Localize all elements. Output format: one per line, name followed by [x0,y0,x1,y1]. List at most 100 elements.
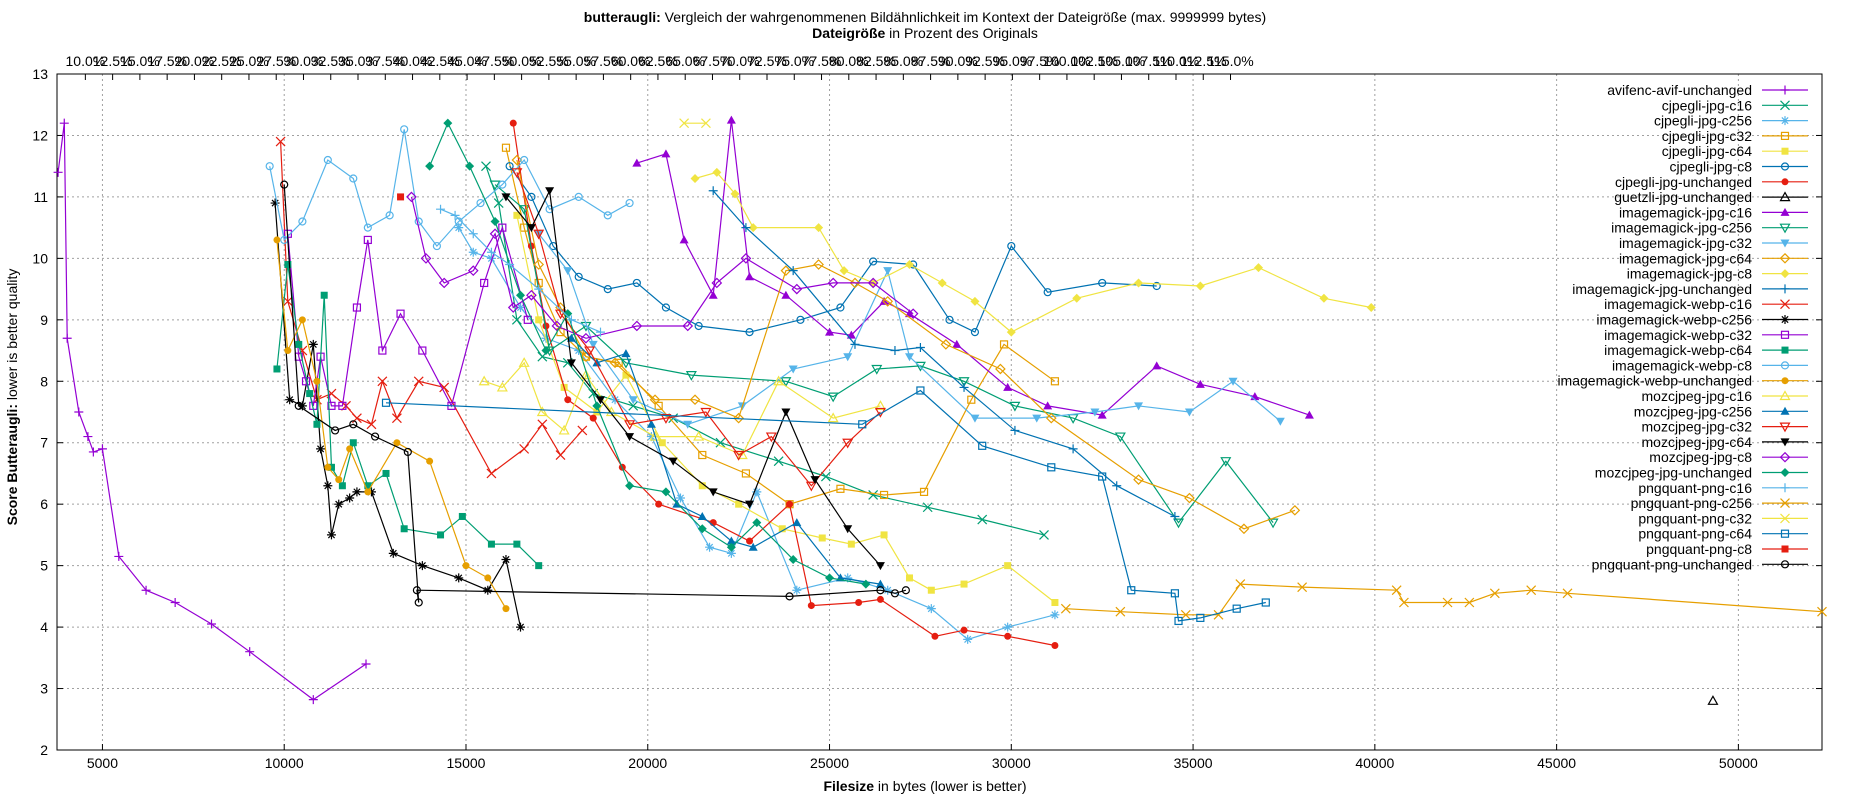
data-point [265,162,274,171]
data-point [1133,474,1144,485]
x2-tick-label: 35.0% [338,53,378,69]
data-point [450,210,460,220]
data-point [726,548,736,558]
data-point [393,439,401,447]
data-point [927,586,935,594]
data-point [1184,408,1194,417]
data-point [1004,632,1012,640]
data-point [726,115,736,124]
data-point [535,316,543,324]
legend-entry: mozcjpeg-jpg-c32 [1642,419,1808,435]
data-point [581,352,591,361]
series-line [570,337,881,585]
series-mozcjpeg-jpg-c16 [478,357,886,460]
legend-entry: cjpegli-jpg-c32 [1662,128,1808,144]
data-point [668,457,678,466]
data-point [1032,414,1042,423]
data-point [1817,606,1827,617]
data-point [661,487,671,497]
data-point [490,216,500,226]
data-point [331,426,340,435]
legend-entry: cjpegli-jpg-unchanged [1615,174,1808,190]
data-point [542,322,550,330]
data-point [827,392,839,403]
data-point [1399,597,1409,608]
legend-marker [1780,498,1790,509]
series-line [694,171,1372,333]
data-point [364,482,372,490]
data-point [814,223,824,233]
data-point [745,500,755,509]
data-point [1489,588,1500,599]
data-point [338,401,347,410]
data-point [454,223,464,233]
data-point [306,390,314,398]
x-tick-label: 5000 [87,755,118,771]
series-imagemagick-webp-c256 [270,198,526,632]
data-point [694,321,703,331]
data-point [649,430,661,441]
data-point [977,514,988,525]
series-pngquant-png-c16 [436,204,605,337]
data-point [74,407,84,417]
data-point [400,525,408,533]
data-point [620,358,632,369]
legend-entry: imagemagick-jpg-c8 [1627,266,1808,282]
data-point [890,346,900,356]
series-line [484,361,881,456]
series-layer [53,115,1827,705]
data-point [726,542,736,552]
series-pngquant-png-unchanged [280,180,910,607]
data-point [689,394,701,406]
y-tick-label: 9 [40,312,48,328]
data-point [679,235,689,244]
data-point [675,493,685,503]
data-point [711,277,723,289]
data-point [316,444,326,454]
data-point [609,357,621,369]
data-point [792,518,802,527]
data-point [883,585,893,595]
data-point [690,173,700,183]
data-point [1098,472,1107,481]
legend-label: avifenc-avif-unchanged [1607,82,1752,98]
series-imagemagick-webp-c64 [273,261,543,570]
data-point [381,398,391,407]
x2-tick-label: 110.0% [1153,53,1199,69]
data-point [778,525,786,533]
data-point [335,476,343,484]
x2-tick-label: 72.5% [747,53,787,69]
data-point [370,432,380,441]
data-point [349,439,357,447]
x2-tick-label: 80.0% [829,53,869,69]
legend-label: pngquant-png-c8 [1646,541,1752,557]
data-point [467,265,479,277]
data-point [595,396,605,405]
data-point [1267,518,1279,529]
data-point [588,340,598,349]
data-point [655,500,663,508]
data-point [592,401,602,411]
series-mozcjpeg-jpg-c256 [566,333,885,588]
data-point [978,441,987,450]
data-point [566,333,576,342]
x2-tick-label: 75.0% [774,53,814,69]
x2-tick-label: 95.0% [993,53,1033,69]
series-line [505,188,881,566]
data-point [740,253,752,264]
data-point [1152,281,1161,291]
data-point [483,585,493,595]
data-point [487,540,495,548]
data-point [603,284,612,294]
data-point [882,296,894,307]
data-point [649,394,661,406]
legend-entry: pngquant-png-c16 [1638,480,1808,496]
legend-marker [1780,299,1790,310]
data-point [437,531,445,539]
data-point [682,320,694,332]
series-imagemagick-webp-unchanged [273,236,510,613]
legend-marker [1780,239,1790,248]
data-point [1195,281,1205,291]
legend-marker [1780,100,1790,111]
data-point [1006,327,1016,337]
